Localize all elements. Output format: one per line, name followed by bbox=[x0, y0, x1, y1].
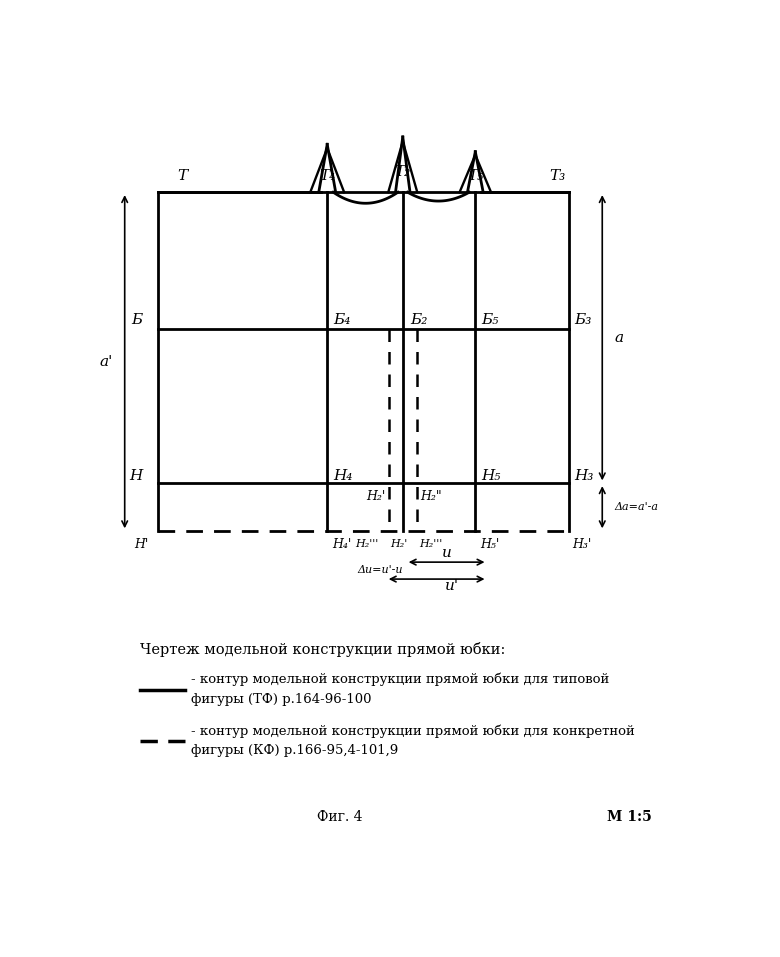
Text: u': u' bbox=[445, 579, 459, 593]
Text: - контур модельной конструкции прямой юбки для типовой: - контур модельной конструкции прямой юб… bbox=[191, 673, 609, 686]
Text: Т₃: Т₃ bbox=[549, 169, 565, 183]
Text: u: u bbox=[441, 545, 452, 560]
Text: - контур модельной конструкции прямой юбки для конкретной: - контур модельной конструкции прямой юб… bbox=[191, 724, 635, 738]
Text: Б₅: Б₅ bbox=[481, 313, 498, 326]
Text: a': a' bbox=[99, 355, 112, 368]
Text: Б₂: Б₂ bbox=[410, 313, 427, 326]
Text: Т₂: Т₂ bbox=[395, 165, 411, 179]
Text: фигуры (ТФ) р.164-96-100: фигуры (ТФ) р.164-96-100 bbox=[191, 693, 372, 706]
Text: Н₂': Н₂' bbox=[367, 490, 386, 503]
Text: Н₄': Н₄' bbox=[332, 538, 351, 551]
Text: Н₂''': Н₂''' bbox=[419, 540, 442, 549]
Text: Н₃': Н₃' bbox=[572, 538, 591, 551]
Text: Т₅: Т₅ bbox=[467, 169, 484, 183]
Text: Н₂''': Н₂''' bbox=[355, 540, 378, 549]
Text: Н₂": Н₂" bbox=[420, 490, 441, 503]
Text: Н₄: Н₄ bbox=[333, 469, 353, 483]
Text: Н₃: Н₃ bbox=[574, 469, 594, 483]
Text: Б₄: Б₄ bbox=[333, 313, 351, 326]
Text: Н₅: Н₅ bbox=[481, 469, 501, 483]
Text: Т: Т bbox=[177, 169, 187, 183]
Text: М 1:5: М 1:5 bbox=[607, 810, 652, 824]
Text: Б: Б bbox=[132, 313, 143, 326]
Text: Н': Н' bbox=[135, 538, 149, 551]
Text: Б₃: Б₃ bbox=[574, 313, 591, 326]
Text: Н₅': Н₅' bbox=[480, 538, 499, 551]
Text: a: a bbox=[615, 331, 623, 345]
Text: Δa=a'-a: Δa=a'-a bbox=[615, 502, 658, 512]
Text: фигуры (КФ) р.166-95,4-101,9: фигуры (КФ) р.166-95,4-101,9 bbox=[191, 745, 399, 757]
Text: Фиг. 4: Фиг. 4 bbox=[317, 810, 362, 824]
Text: Δu=u'-u: Δu=u'-u bbox=[357, 565, 402, 574]
Text: Н₂': Н₂' bbox=[390, 540, 407, 549]
Text: Н: Н bbox=[129, 469, 143, 483]
Text: Чертеж модельной конструкции прямой юбки:: Чертеж модельной конструкции прямой юбки… bbox=[140, 642, 505, 657]
Text: Т₄: Т₄ bbox=[319, 169, 335, 183]
